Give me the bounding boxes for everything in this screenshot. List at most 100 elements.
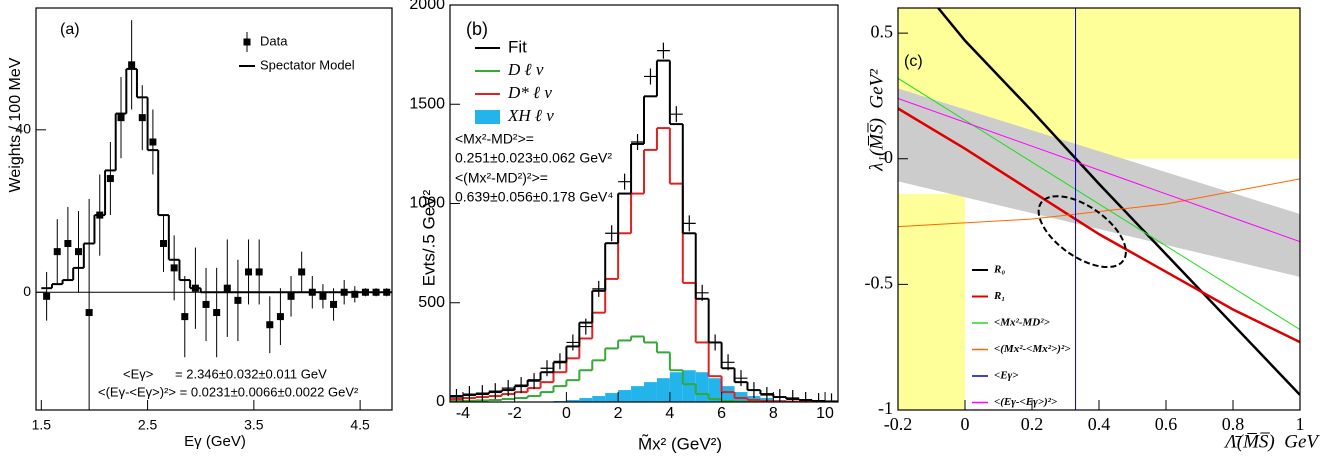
data-cross [773,389,787,402]
bar [644,382,657,402]
y-axis-label: Weights / 100 MeV [7,57,24,192]
x-tick-label: 0.2 [1021,414,1044,434]
data-cross [799,392,813,402]
legend-label: R₁ [993,290,1005,302]
data-point [160,240,168,248]
data-point [170,264,178,272]
y-tick-label: 0.5 [871,21,894,41]
plot-area [898,8,1300,410]
legend-marker [243,38,251,46]
x-tick-label: 3.5 [244,417,264,433]
data-cross [734,370,748,387]
data-cross [475,385,489,402]
y-axis-label: λ₁(M̅S̅) GeV² [866,69,887,172]
x-tick-label: -2 [508,405,522,422]
annotation: <Mx²-MD²>= [455,131,534,147]
panel-label: (c) [904,53,923,70]
legend-label: Fit [508,37,527,56]
legend-label: <(Mx²-<Mx²>)²> [994,343,1071,355]
bar [579,398,593,402]
data-cross [450,389,463,402]
x-axis-label: M̃x² (GeV²) [638,434,722,454]
x-tick-label: 0 [562,405,571,422]
data-point [213,309,221,317]
data-cross [501,380,515,397]
data-cross [553,353,567,370]
data-point [64,240,72,248]
x-tick-label: 6 [717,405,726,422]
line [937,8,1300,396]
bar [695,372,709,402]
data-point [234,296,242,304]
excluded-region [898,193,965,410]
legend-label: <(Eγ-<Eγ>)²> [994,396,1057,408]
x-axis-label: Λ̄(M̅S̅) GeV [1223,431,1320,452]
x-axis-label: Eγ (GeV) [184,433,246,450]
data-point [117,114,125,122]
data-point [351,290,359,298]
data-cross [721,354,735,371]
data-cross [631,133,644,150]
y-tick-label: 1500 [409,95,445,112]
y-tick-label: -0.5 [865,273,894,293]
bar [631,386,644,402]
legend-label: D ℓ ν [507,60,544,79]
data-cross [488,383,502,400]
y-tick-label: 2000 [409,0,445,13]
data-point [245,268,253,276]
data-point [276,313,284,321]
x-tick-label: 10 [816,405,834,422]
legend-label: XH ℓ ν [507,106,554,125]
data-cross [566,334,580,351]
data-cross [760,387,774,402]
x-tick-label: 8 [769,405,778,422]
y-tick-label: -1 [878,398,893,418]
data-cross [592,280,606,297]
data-cross [786,390,800,402]
line [898,107,1300,344]
x-tick-label: 0.8 [1222,414,1245,434]
bar [682,370,696,402]
ellipse [1037,195,1127,269]
legend-label: Spectator Model [260,57,355,72]
panel-label: (b) [466,19,488,39]
y-tick-label: 0 [436,393,445,410]
data-cross [747,382,761,399]
bar [566,400,580,402]
line [898,97,1300,243]
y-tick-label: 0 [884,147,893,167]
legend-marker [475,110,500,124]
data-point [75,248,83,256]
bar [618,390,632,402]
y-tick-label: 0 [23,283,31,299]
data-point [223,284,231,292]
data-cross [605,225,619,242]
y-axis-label: Evts/.5 GeV² [419,189,438,286]
x-tick-label: 1 [1296,414,1305,434]
data-point [255,268,263,276]
plot-area [450,42,838,402]
x-tick-label: -0.2 [884,414,913,434]
data-point [298,268,306,276]
bar [605,393,619,402]
annotation: <(Mx²-MD²)²>= [455,170,548,186]
data-cross [669,106,683,123]
data-cross [644,68,657,85]
annotation: 0.251±0.023±0.062 GeV² [455,150,612,166]
bar [656,378,670,402]
data-point [319,292,327,300]
legend-label: <Eγ> [994,370,1018,382]
data-cross [695,284,709,301]
data-cross [812,393,826,402]
bar [669,372,683,402]
x-tick-label: 2 [614,405,623,422]
data-cross [618,173,632,190]
legend-label: Data [260,33,288,48]
data-cross [514,377,528,394]
data-cross [540,360,554,377]
data-point [53,248,61,256]
annotation: <(Eγ-<Eγ>)²> = 0.0231±0.0066±0.0022 GeV² [98,384,359,399]
data-cross [579,318,593,335]
data-point [149,138,157,146]
legend-label: <Mx²-MD²> [994,317,1050,329]
